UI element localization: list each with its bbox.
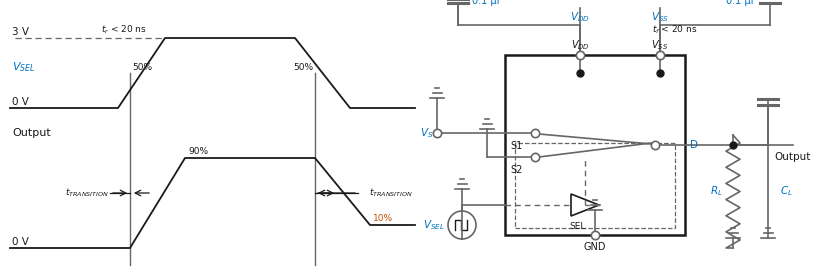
Text: Output: Output	[12, 128, 50, 138]
Text: $C_L$: $C_L$	[780, 185, 793, 199]
Text: 90%: 90%	[188, 147, 208, 156]
Text: $t_f$ < 20 ns: $t_f$ < 20 ns	[653, 24, 698, 36]
Text: 0.1 μF: 0.1 μF	[726, 0, 756, 6]
Text: D: D	[690, 140, 698, 150]
Bar	[505, 55, 685, 235]
Text: 3 V: 3 V	[12, 27, 29, 37]
Text: $V_S$: $V_S$	[419, 126, 433, 140]
Text: $t_r$ < 20 ns: $t_r$ < 20 ns	[101, 24, 147, 36]
Text: 50%: 50%	[293, 63, 313, 72]
Text: 0 V: 0 V	[12, 97, 29, 107]
Text: $V_{SS}$: $V_{SS}$	[652, 38, 668, 52]
Text: $V_{DD}$: $V_{DD}$	[571, 38, 590, 52]
Text: $V_{DD}$: $V_{DD}$	[570, 10, 590, 24]
Text: S1: S1	[510, 141, 522, 151]
Text: SEL: SEL	[569, 222, 586, 231]
Text: Output: Output	[775, 152, 811, 162]
Text: $R_L$: $R_L$	[710, 185, 723, 199]
Text: $V_{SEL}$: $V_{SEL}$	[12, 60, 36, 74]
Text: $t_{TRANSITION}$: $t_{TRANSITION}$	[369, 187, 413, 199]
Text: $t_{TRANSITION}$: $t_{TRANSITION}$	[65, 187, 109, 199]
Text: 0 V: 0 V	[12, 237, 29, 247]
Text: $V_{SEL}$: $V_{SEL}$	[423, 218, 445, 232]
Text: $V_{SS}$: $V_{SS}$	[651, 10, 669, 24]
Bar	[515, 143, 675, 228]
Text: 50%: 50%	[132, 63, 152, 72]
Text: 0.1 μF: 0.1 μF	[472, 0, 502, 6]
Text: S2: S2	[510, 165, 523, 175]
Text: 10%: 10%	[373, 214, 393, 223]
Text: GND: GND	[584, 242, 606, 252]
